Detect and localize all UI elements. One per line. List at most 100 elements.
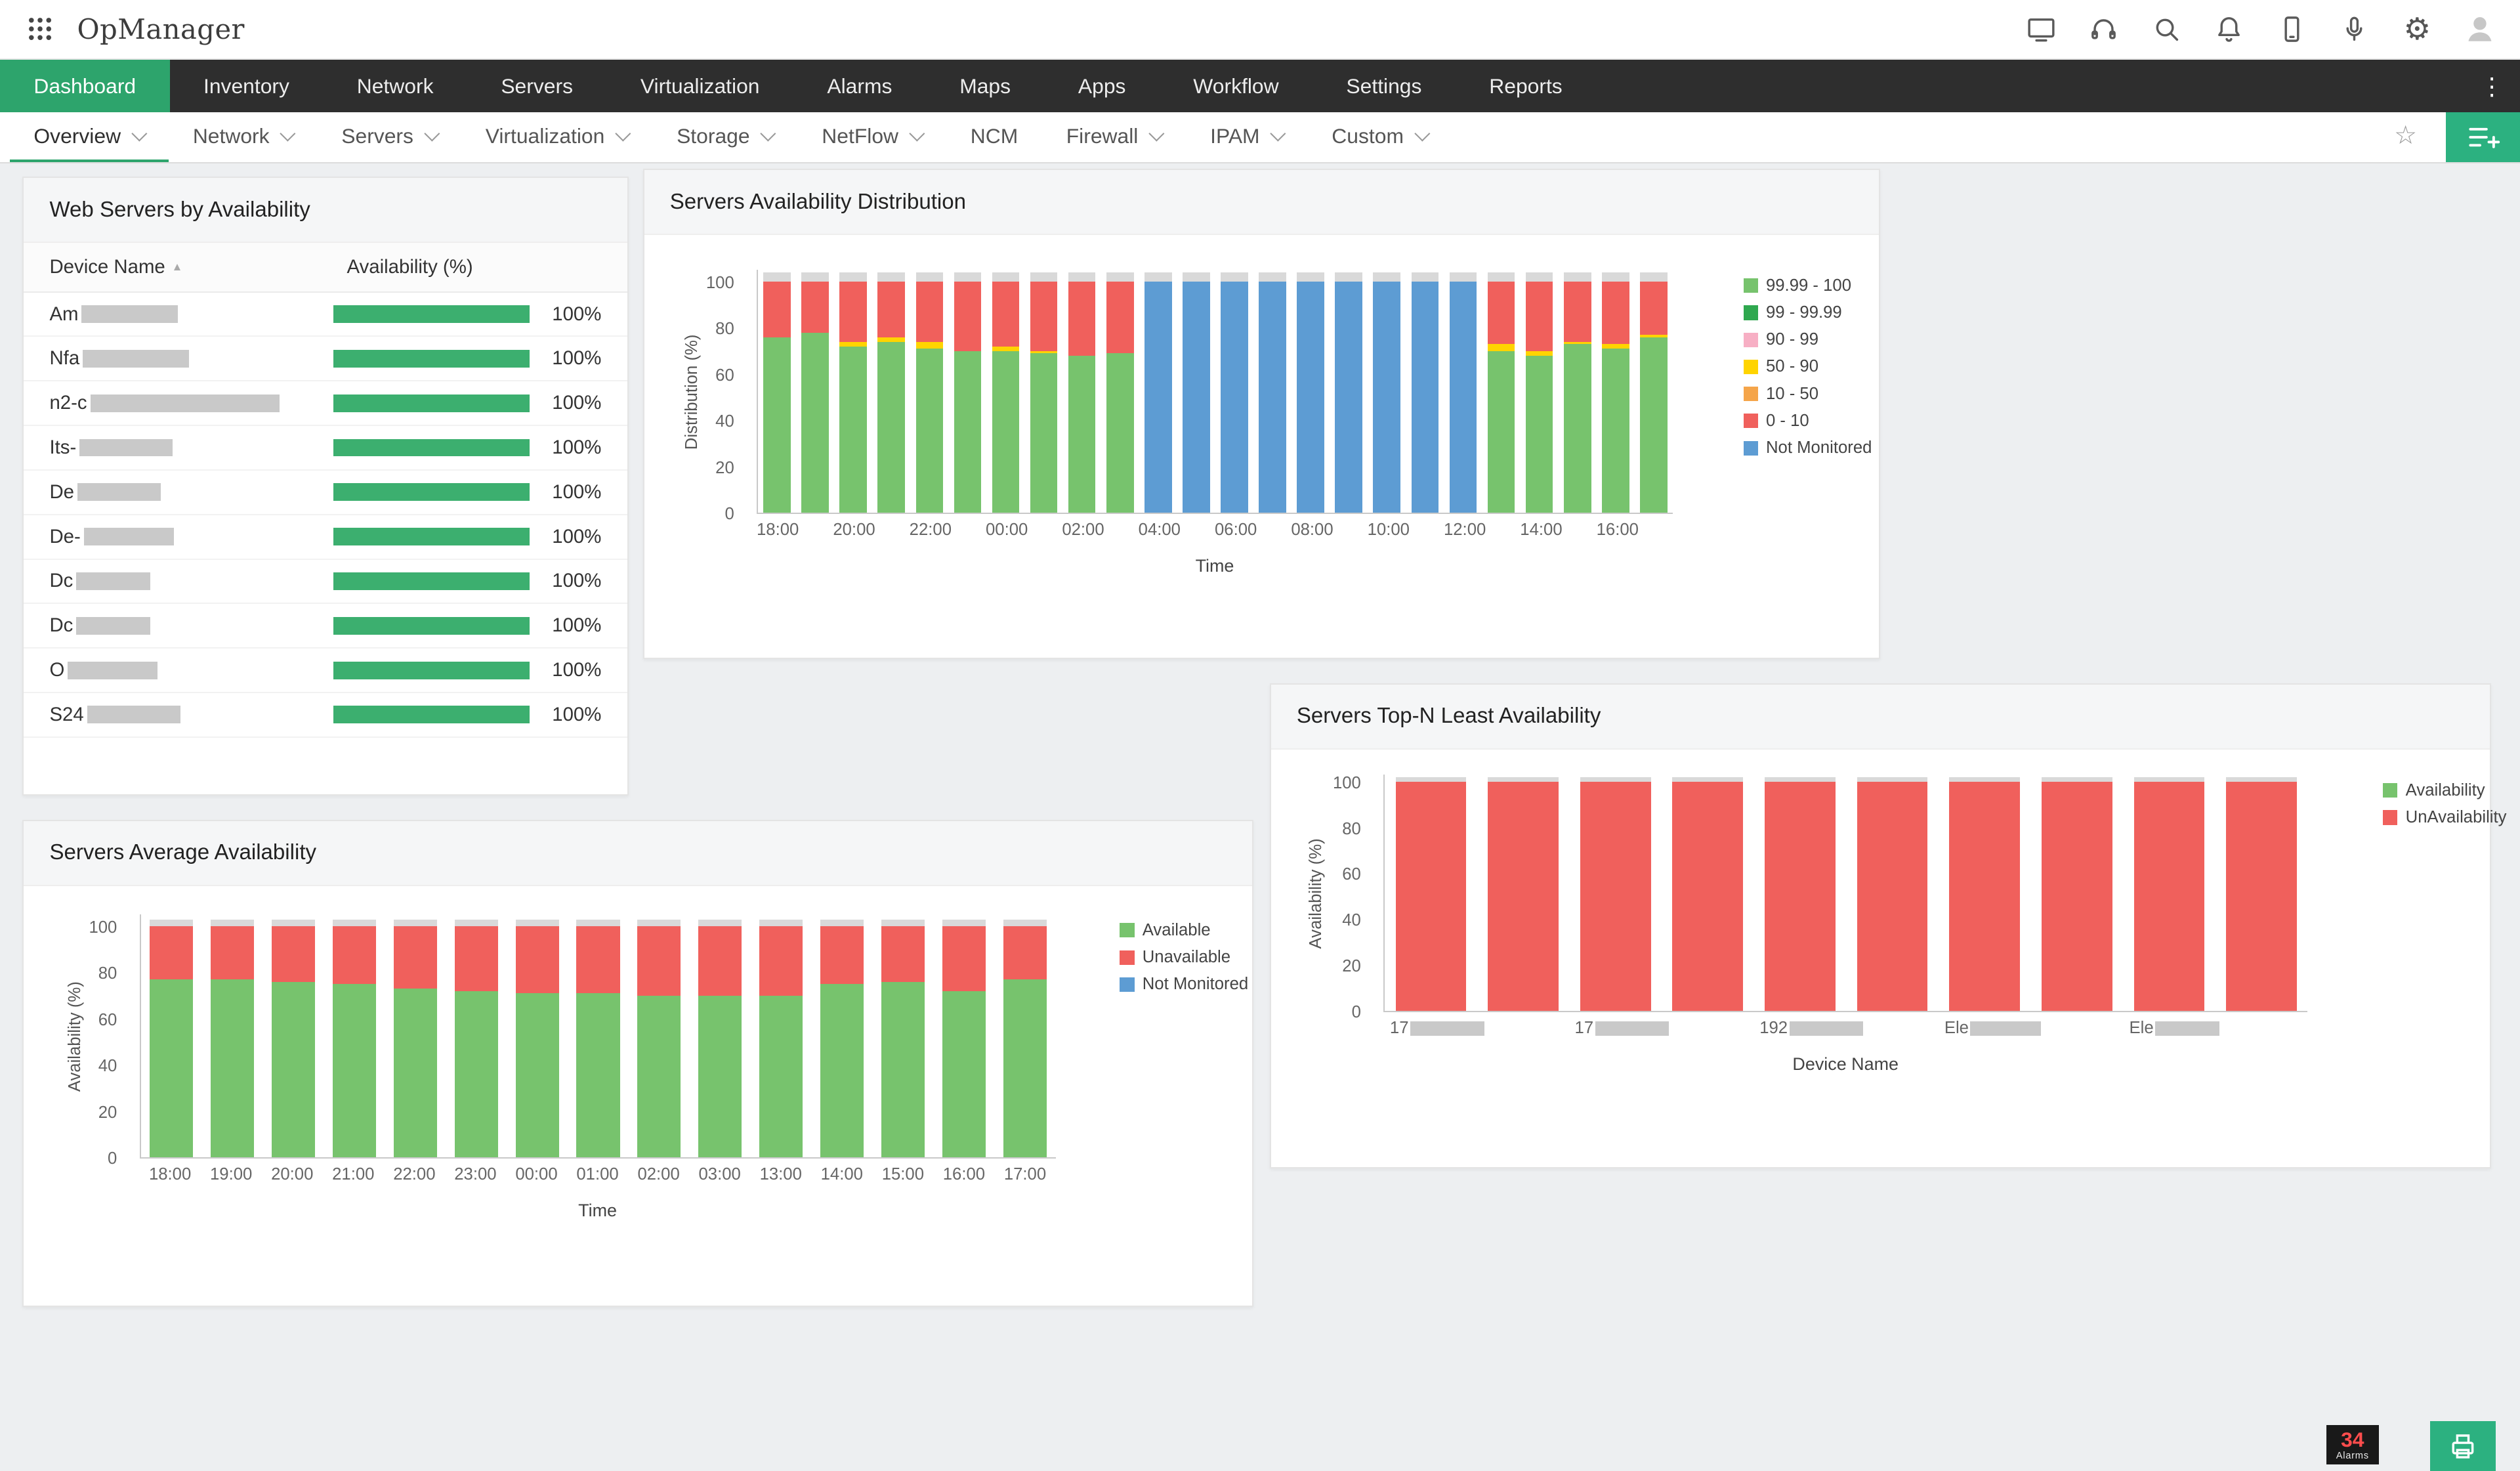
nav-item-reports[interactable]: Reports: [1489, 74, 1563, 98]
nav-item-network[interactable]: Network: [356, 74, 434, 98]
chart-bar[interactable]: [801, 272, 829, 513]
apps-grid-icon[interactable]: [22, 11, 58, 47]
table-row[interactable]: O 100%: [24, 649, 627, 694]
chart-bar[interactable]: [881, 919, 925, 1158]
chart-bar[interactable]: [1488, 777, 1559, 1012]
chart-bar[interactable]: [992, 272, 1020, 513]
chart-bar[interactable]: [210, 919, 255, 1158]
chart-bar[interactable]: [2133, 777, 2205, 1012]
nav-item-settings[interactable]: Settings: [1346, 74, 1422, 98]
table-row[interactable]: n2-c 100%: [24, 381, 627, 427]
chart-bar[interactable]: [1449, 272, 1477, 513]
table-row[interactable]: Am 100%: [24, 293, 627, 337]
chart-bar[interactable]: [1487, 272, 1515, 513]
nav-item-maps[interactable]: Maps: [959, 74, 1011, 98]
chart-bar[interactable]: [576, 919, 620, 1158]
search-icon[interactable]: [2149, 11, 2184, 47]
chart-bar[interactable]: [1068, 272, 1096, 513]
table-row[interactable]: Nfa 100%: [24, 337, 627, 382]
chart-bar[interactable]: [2226, 777, 2297, 1012]
chart-bar[interactable]: [1672, 777, 1744, 1012]
nav-item-apps[interactable]: Apps: [1078, 74, 1126, 98]
chart-bar[interactable]: [1640, 272, 1668, 513]
mic-icon[interactable]: [2337, 11, 2372, 47]
table-row[interactable]: S24 100%: [24, 693, 627, 738]
column-device-name[interactable]: Device Name ▲: [49, 256, 346, 278]
chart-bar[interactable]: [271, 919, 315, 1158]
table-row[interactable]: Dc 100%: [24, 604, 627, 649]
legend-item: 90 - 99: [1743, 330, 1872, 349]
chart-bar[interactable]: [1183, 272, 1210, 513]
mobile-icon[interactable]: [2274, 11, 2309, 47]
tab-network[interactable]: Network: [169, 112, 317, 162]
chart-bar[interactable]: [454, 919, 498, 1158]
table-row[interactable]: Its- 100%: [24, 426, 627, 471]
chart-bar[interactable]: [393, 919, 437, 1158]
column-availability[interactable]: Availability (%): [346, 255, 473, 278]
chart-bar[interactable]: [1411, 272, 1439, 513]
chart-bar[interactable]: [1563, 272, 1591, 513]
chart-bar[interactable]: [1765, 777, 1836, 1012]
user-avatar-icon[interactable]: [2462, 11, 2498, 47]
chart-bar[interactable]: [1601, 272, 1629, 513]
chart-bar[interactable]: [2041, 777, 2112, 1012]
chart-bar[interactable]: [1525, 272, 1553, 513]
headset-icon[interactable]: [2086, 11, 2122, 47]
legend-swatch: [2383, 810, 2398, 825]
tab-netflow[interactable]: NetFlow: [798, 112, 946, 162]
tab-firewall[interactable]: Firewall: [1042, 112, 1186, 162]
nav-item-inventory[interactable]: Inventory: [203, 74, 289, 98]
chart-bar[interactable]: [698, 919, 742, 1158]
chart-bar[interactable]: [1297, 272, 1324, 513]
chart-bar[interactable]: [1144, 272, 1172, 513]
chart-bar[interactable]: [1580, 777, 1651, 1012]
nav-item-virtualization[interactable]: Virtualization: [640, 74, 760, 98]
nav-item-workflow[interactable]: Workflow: [1193, 74, 1279, 98]
legend-item: 0 - 10: [1743, 412, 1872, 431]
nav-item-alarms[interactable]: Alarms: [827, 74, 892, 98]
table-row[interactable]: De- 100%: [24, 515, 627, 560]
chart-bar[interactable]: [877, 272, 906, 513]
chart-bar[interactable]: [759, 919, 803, 1158]
chart-bar[interactable]: [1106, 272, 1134, 513]
chart-bar[interactable]: [1857, 777, 1928, 1012]
tab-custom[interactable]: Custom: [1308, 112, 1452, 162]
chart-bar[interactable]: [1373, 272, 1401, 513]
favorite-star-icon[interactable]: ☆: [2394, 121, 2418, 150]
dashboard-list-add-button[interactable]: [2446, 112, 2520, 163]
nav-item-dashboard[interactable]: Dashboard: [0, 59, 170, 113]
chart-bar[interactable]: [915, 272, 944, 513]
tab-virtualization[interactable]: Virtualization: [461, 112, 652, 162]
chart-bar[interactable]: [150, 919, 194, 1158]
tab-overview[interactable]: Overview: [9, 112, 169, 163]
table-row[interactable]: De 100%: [24, 471, 627, 515]
chart-bar[interactable]: [1003, 919, 1047, 1158]
chart-bar[interactable]: [1221, 272, 1248, 513]
bell-icon[interactable]: [2212, 11, 2247, 47]
chart-bar[interactable]: [1030, 272, 1058, 513]
screen-cast-icon[interactable]: [2023, 11, 2059, 47]
tab-storage[interactable]: Storage: [652, 112, 797, 162]
chart-bar[interactable]: [515, 919, 559, 1158]
settings-gear-icon[interactable]: ⚙: [2403, 12, 2431, 47]
tab-ncm[interactable]: NCM: [946, 112, 1042, 162]
chart-bar[interactable]: [1335, 272, 1363, 513]
chart-bar[interactable]: [1259, 272, 1286, 513]
bar-slot: [1754, 775, 1847, 1012]
chart-bar[interactable]: [820, 919, 864, 1158]
chart-bar[interactable]: [763, 272, 791, 513]
nav-overflow-kebab-icon[interactable]: ⋮: [2479, 72, 2504, 100]
chart-bar[interactable]: [332, 919, 376, 1158]
chart-bar[interactable]: [954, 272, 982, 513]
chart-bar[interactable]: [942, 919, 986, 1158]
table-row[interactable]: Dc 100%: [24, 560, 627, 605]
chart-bar[interactable]: [1949, 777, 2021, 1012]
tab-servers[interactable]: Servers: [318, 112, 461, 162]
nav-item-servers[interactable]: Servers: [501, 74, 573, 98]
chart-bar[interactable]: [839, 272, 868, 513]
tab-ipam[interactable]: IPAM: [1186, 112, 1307, 162]
alarms-count-badge[interactable]: 34 Alarms: [2326, 1424, 2379, 1465]
printer-button[interactable]: [2429, 1420, 2496, 1471]
chart-bar[interactable]: [1395, 777, 1467, 1012]
chart-bar[interactable]: [637, 919, 681, 1158]
